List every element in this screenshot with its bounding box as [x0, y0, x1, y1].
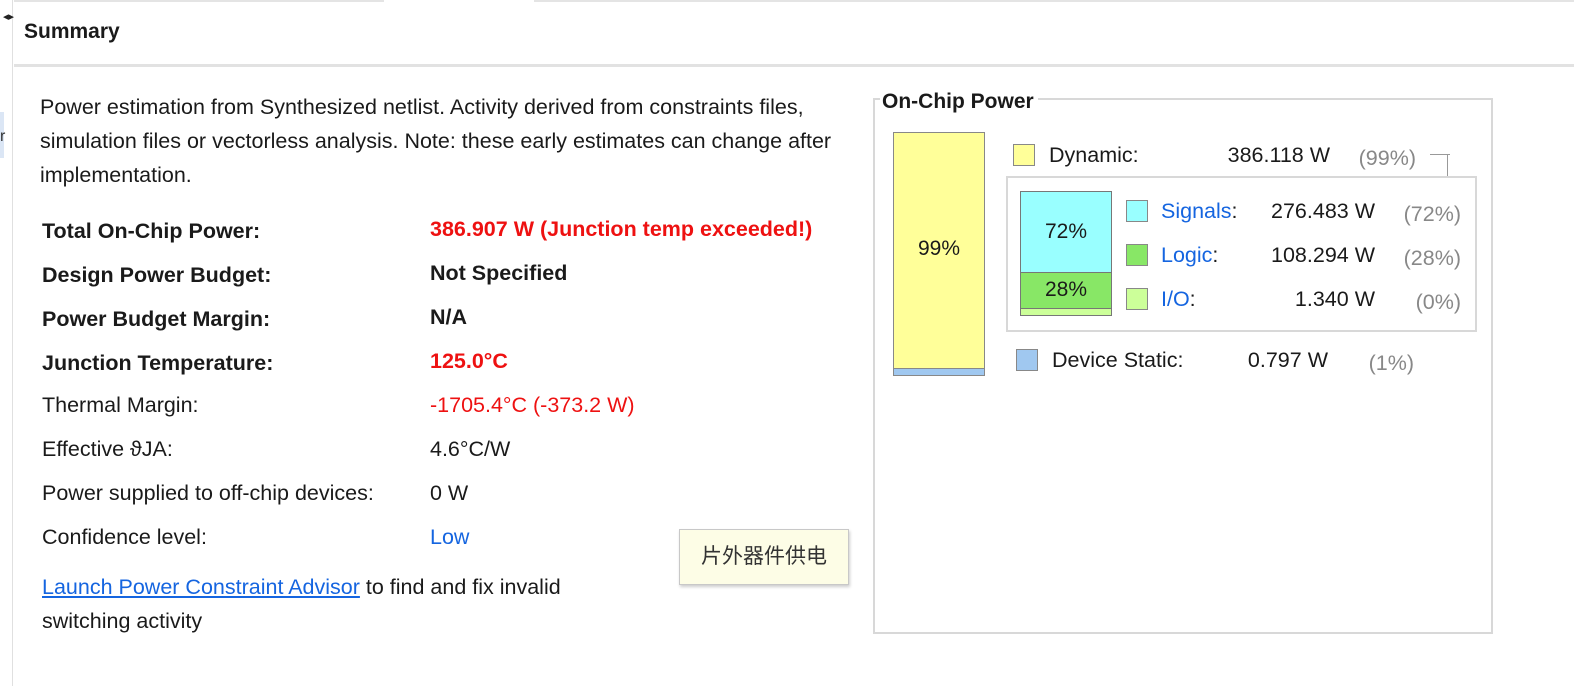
- signals-item[interactable]: Signals:: [1161, 199, 1238, 224]
- dynamic-connector: [1430, 154, 1450, 155]
- device-static-percent: (1%): [1368, 351, 1414, 375]
- total-power-label: Total On-Chip Power:: [42, 219, 261, 243]
- thermal-margin-value: -1705.4°C (-373.2 W): [430, 393, 635, 417]
- left-selection-marker: [0, 112, 4, 158]
- summary-header: Summary: [14, 10, 1574, 67]
- junction-temp-label: Junction Temperature:: [42, 351, 274, 375]
- dynamic-swatch: [1013, 144, 1035, 166]
- left-panel-strip: ◂▸ r: [0, 0, 15, 686]
- dynamic-breakdown-box: [1006, 176, 1477, 332]
- logic-sep: :: [1212, 243, 1219, 267]
- power-description: Power estimation from Synthesized netlis…: [40, 95, 832, 187]
- power-budget-label: Design Power Budget:: [42, 263, 272, 287]
- tab-bar-line-right: [534, 0, 1574, 2]
- junction-temp-value: 125.0°C: [430, 349, 508, 373]
- dynamic-label: Dynamic:: [1049, 143, 1139, 167]
- device-static-label: Device Static:: [1052, 348, 1184, 372]
- launch-advisor-link[interactable]: Launch Power Constraint Advisor: [42, 575, 360, 599]
- advisor-rest-text: to find and fix invalid switching activi…: [42, 575, 561, 633]
- tab-bar-line: [14, 0, 384, 2]
- collapse-arrow-icon[interactable]: ◂▸: [3, 11, 15, 23]
- logic-item[interactable]: Logic:: [1161, 243, 1218, 268]
- budget-margin-value: N/A: [430, 305, 468, 329]
- signals-value: 276.483 W: [1271, 199, 1375, 223]
- logic-percent-bar-label: 28%: [1044, 278, 1088, 301]
- signals-percent-bar-label: 72%: [1044, 220, 1088, 243]
- on-chip-power-title: On-Chip Power: [880, 90, 1038, 114]
- offchip-power-value: 0 W: [430, 481, 469, 505]
- dynamic-connector-vertical: [1447, 154, 1448, 176]
- budget-margin-label: Power Budget Margin:: [42, 307, 271, 331]
- effective-theta-ja-label: Effective ϑJA:: [42, 437, 173, 461]
- effective-theta-ja-value: 4.6°C/W: [430, 437, 511, 461]
- offchip-power-label: Power supplied to off-chip devices:: [42, 481, 374, 505]
- left-strip-fragment: r: [0, 128, 6, 145]
- total-power-bar: 99%: [893, 132, 985, 376]
- total-power-value: 386.907 W (Junction temp exceeded!): [430, 217, 813, 241]
- dynamic-breakdown-bar: 72% 28%: [1020, 191, 1112, 316]
- thermal-margin-label: Thermal Margin:: [42, 393, 199, 417]
- page-title: Summary: [24, 20, 120, 43]
- signals-percent: (72%): [1403, 202, 1461, 226]
- signals-swatch: [1126, 200, 1148, 222]
- device-static-swatch: [1016, 349, 1038, 371]
- device-static-value: 0.797 W: [1247, 348, 1328, 372]
- io-percent: (0%): [1415, 290, 1461, 314]
- signals-sep: :: [1231, 199, 1238, 223]
- advisor-text: Launch Power Constraint Advisor to find …: [42, 570, 602, 638]
- io-segment: [1021, 308, 1111, 315]
- on-chip-power-panel: [873, 98, 1493, 634]
- io-sep: :: [1189, 287, 1196, 311]
- static-segment: [894, 368, 984, 375]
- io-item[interactable]: I/O:: [1161, 287, 1196, 312]
- dynamic-percent-bar-label: 99%: [917, 237, 961, 260]
- logic-swatch: [1126, 244, 1148, 266]
- dynamic-value: 386.118 W: [1227, 143, 1330, 167]
- confidence-level-label: Confidence level:: [42, 525, 207, 549]
- dynamic-percent: (99%): [1358, 146, 1416, 170]
- io-swatch: [1126, 288, 1148, 310]
- logic-value: 108.294 W: [1271, 243, 1375, 267]
- tooltip: 片外器件供电: [679, 529, 849, 585]
- signals-link[interactable]: Signals: [1161, 199, 1232, 223]
- power-budget-value[interactable]: Not Specified: [430, 261, 568, 285]
- logic-percent: (28%): [1403, 246, 1461, 270]
- logic-link[interactable]: Logic: [1161, 243, 1213, 267]
- io-link[interactable]: I/O: [1161, 287, 1190, 311]
- io-value: 1.340 W: [1294, 287, 1375, 311]
- confidence-level-link[interactable]: Low: [430, 525, 470, 549]
- logic-segment: [1021, 272, 1111, 309]
